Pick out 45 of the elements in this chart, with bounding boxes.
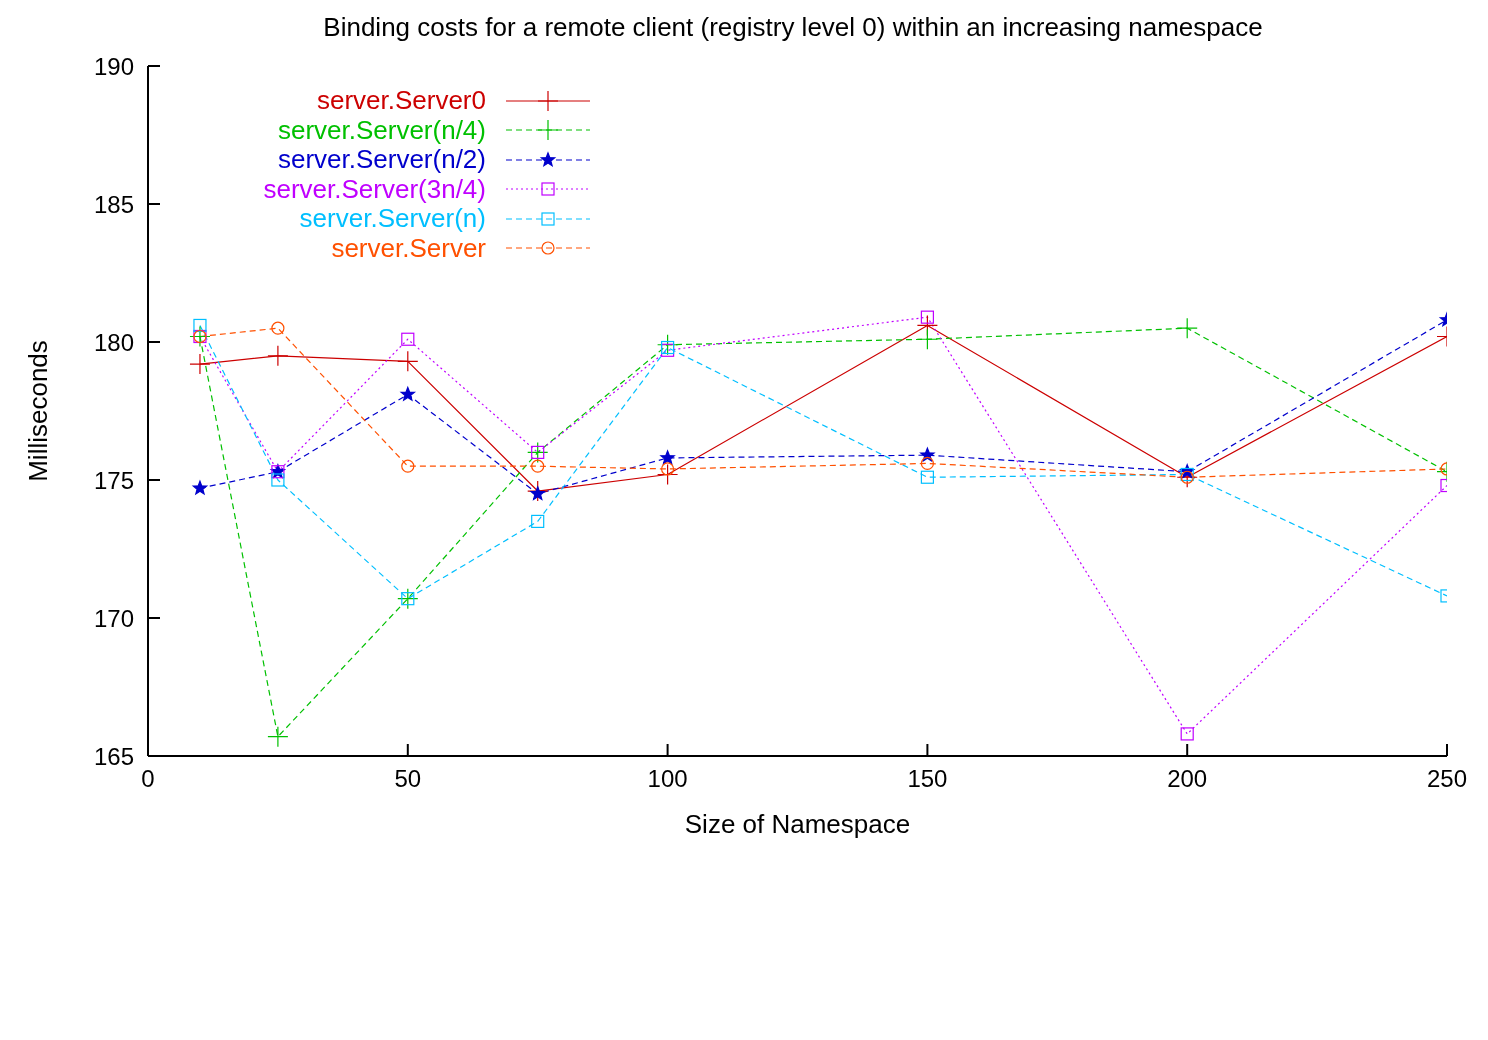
point (267, 726, 289, 748)
point (916, 328, 938, 350)
point (661, 462, 675, 476)
legend-label: server.Server(n/2) (277, 144, 486, 176)
legend-label: server.Server(n/4) (277, 114, 486, 146)
point (192, 480, 208, 495)
y-tick-label: 175 (93, 466, 134, 494)
point (401, 332, 415, 346)
point (1180, 727, 1194, 741)
x-tick-label: 0 (141, 765, 155, 793)
legend-label: server.Server(n) (299, 203, 486, 235)
x-tick-label: 50 (394, 765, 422, 793)
point (193, 318, 207, 333)
y-tick-label: 190 (93, 52, 134, 80)
y-tick-label: 185 (93, 190, 134, 218)
legend-label: server.Server0 (316, 85, 486, 117)
point (920, 310, 934, 324)
point (400, 386, 416, 401)
point (397, 350, 419, 372)
point (1176, 317, 1198, 339)
x-tick-label: 150 (907, 765, 948, 793)
point (920, 470, 934, 484)
chart-title: Binding costs for a remote client (registry level 0) within an increasing namespace (322, 12, 1264, 43)
y-axis-title: Milliseconds (23, 340, 54, 482)
legend-label: server.Server(3n/4) (263, 173, 486, 205)
x-axis-title: Size of Namespace (684, 809, 911, 839)
point (657, 463, 679, 486)
point (271, 321, 285, 335)
y-tick-label: 165 (93, 742, 134, 770)
point (401, 459, 415, 473)
point (530, 486, 545, 501)
point (920, 456, 934, 471)
point (531, 514, 545, 528)
point (660, 450, 675, 465)
y-tick-label: 180 (93, 328, 134, 356)
y-tick-label: 170 (93, 604, 134, 632)
x-tick-label: 200 (1167, 765, 1208, 793)
legend-label: server.Server (331, 232, 486, 264)
point (531, 459, 545, 473)
x-tick-label: 100 (647, 765, 688, 793)
point (267, 345, 289, 367)
point (271, 473, 285, 487)
point (189, 353, 211, 375)
point (657, 334, 679, 356)
x-tick-label: 250 (1426, 765, 1468, 793)
